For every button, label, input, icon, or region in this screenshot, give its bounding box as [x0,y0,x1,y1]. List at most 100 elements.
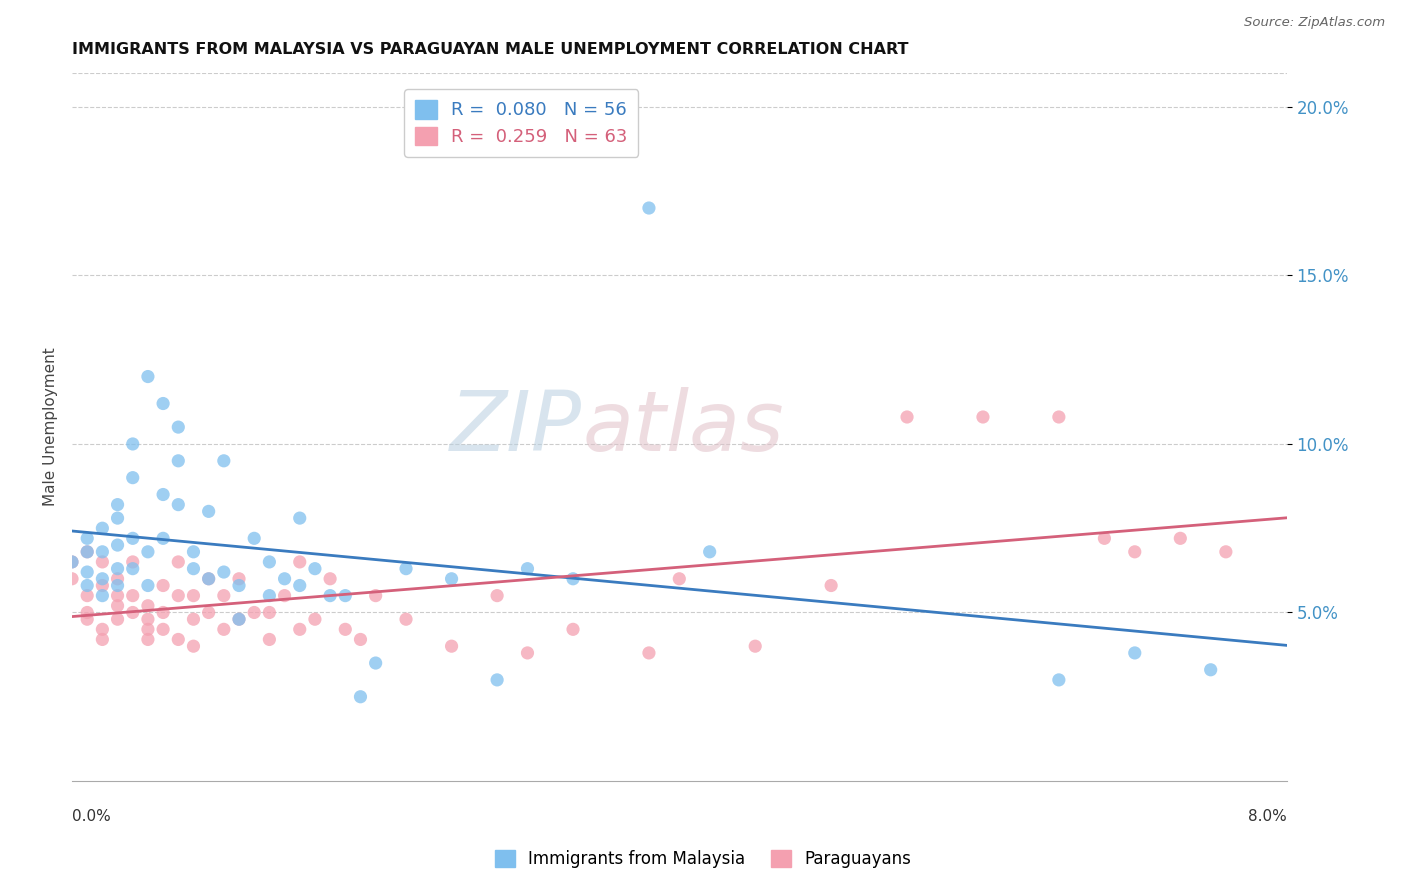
Point [107,578,129,592]
Point [91,521,114,535]
Point [744,639,766,653]
Point [638,201,661,215]
Point [197,504,219,518]
Point [121,606,143,620]
Point [167,589,190,603]
Point [197,606,219,620]
Point [136,545,159,559]
Point [1092,532,1115,546]
Point [288,578,311,592]
Point [167,454,190,468]
Point [259,632,281,647]
Point [212,454,235,468]
Point [319,589,342,603]
Point [638,646,661,660]
Point [167,420,190,434]
Point [288,623,311,637]
Point [107,599,129,613]
Point [167,555,190,569]
Point [121,555,143,569]
Point [1123,646,1146,660]
Point [228,572,250,586]
Point [228,612,250,626]
Point [136,578,159,592]
Point [349,690,371,704]
Point [304,612,326,626]
Point [107,589,129,603]
Point [1168,532,1191,546]
Point [1215,545,1237,559]
Point [288,511,311,525]
Point [76,532,98,546]
Point [76,612,98,626]
Point [288,555,311,569]
Point [562,623,585,637]
Point [228,612,250,626]
Point [91,578,114,592]
Point [91,555,114,569]
Point [107,498,129,512]
Legend: R =  0.080   N = 56, R =  0.259   N = 63: R = 0.080 N = 56, R = 0.259 N = 63 [405,89,638,157]
Point [212,623,235,637]
Point [152,578,174,592]
Point [335,589,357,603]
Point [668,572,690,586]
Point [259,606,281,620]
Point [335,623,357,637]
Point [152,396,174,410]
Point [820,578,842,592]
Point [364,589,387,603]
Point [121,562,143,576]
Text: IMMIGRANTS FROM MALAYSIA VS PARAGUAYAN MALE UNEMPLOYMENT CORRELATION CHART: IMMIGRANTS FROM MALAYSIA VS PARAGUAYAN M… [72,42,908,57]
Point [212,589,235,603]
Point [167,632,190,647]
Point [107,538,129,552]
Point [259,589,281,603]
Point [516,562,538,576]
Point [486,589,509,603]
Legend: Immigrants from Malaysia, Paraguayans: Immigrants from Malaysia, Paraguayans [488,843,918,875]
Point [349,632,371,647]
Point [136,599,159,613]
Point [121,437,143,451]
Point [152,532,174,546]
Point [1047,673,1070,687]
Point [183,545,205,559]
Text: atlas: atlas [582,386,783,467]
Point [319,572,342,586]
Text: 0.0%: 0.0% [72,809,111,824]
Point [395,612,418,626]
Point [259,555,281,569]
Text: 8.0%: 8.0% [1249,809,1286,824]
Point [273,589,295,603]
Point [121,589,143,603]
Text: Source: ZipAtlas.com: Source: ZipAtlas.com [1244,16,1385,29]
Y-axis label: Male Unemployment: Male Unemployment [44,348,58,507]
Point [516,646,538,660]
Point [228,578,250,592]
Point [60,572,83,586]
Point [121,470,143,484]
Point [91,545,114,559]
Point [243,606,266,620]
Point [121,532,143,546]
Point [1047,409,1070,424]
Point [76,545,98,559]
Point [1123,545,1146,559]
Point [76,606,98,620]
Point [107,511,129,525]
Point [364,656,387,670]
Point [197,572,219,586]
Point [395,562,418,576]
Point [486,673,509,687]
Point [152,487,174,501]
Point [136,612,159,626]
Point [699,545,721,559]
Point [273,572,295,586]
Point [896,409,918,424]
Text: ZIP: ZIP [450,386,582,467]
Point [197,572,219,586]
Point [76,589,98,603]
Point [212,565,235,579]
Point [440,639,463,653]
